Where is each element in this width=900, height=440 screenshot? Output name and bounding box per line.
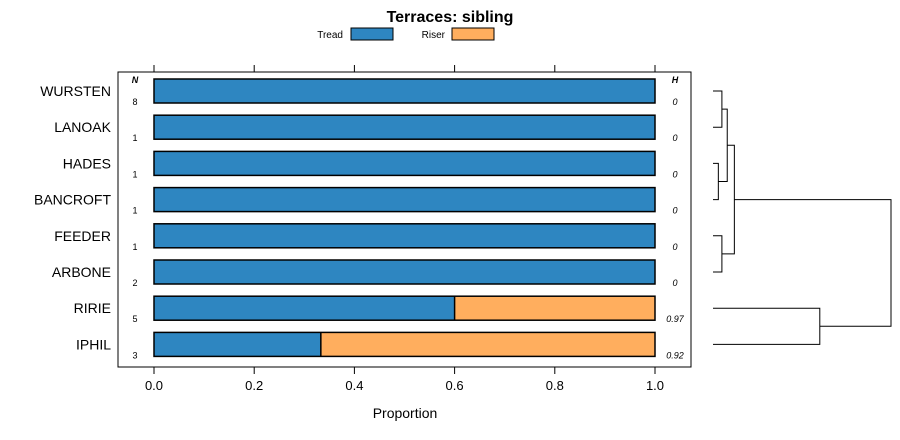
bar-outline: [153, 295, 656, 321]
n-value: 1: [132, 206, 137, 216]
category-label-bancroft: BANCROFT: [34, 192, 111, 208]
dendrogram-link: [713, 307, 821, 345]
n-value: 2: [132, 278, 137, 288]
bar-outline: [153, 78, 656, 104]
bar-riser-iphil: [320, 332, 655, 357]
category-label-hades: HADES: [63, 155, 111, 171]
category-label-wursten: WURSTEN: [40, 83, 111, 99]
x-tick-label: 0.4: [345, 378, 363, 393]
bar-outline: [153, 331, 656, 358]
h-value: 0: [672, 206, 677, 216]
chart-title: Terraces: sibling: [387, 9, 514, 26]
x-tick-label: 0.6: [446, 378, 464, 393]
n-value: 8: [132, 97, 137, 107]
x-tick-label: 0.0: [145, 378, 163, 393]
bar-outline: [153, 150, 656, 177]
bar-tread-bancroft: [154, 187, 655, 212]
h-value: 0.97: [666, 314, 685, 324]
bar-outline: [153, 223, 656, 249]
bar-tread-ririe: [154, 296, 455, 321]
bar-tread-feeder: [154, 223, 655, 248]
bar-outline: [153, 186, 656, 213]
legend-swatch-tread: [350, 27, 394, 41]
bar-tread-lanoak: [154, 115, 655, 140]
category-label-ririe: RIRIE: [74, 300, 111, 316]
bar-outline: [153, 114, 656, 140]
dendrogram-link: [718, 108, 728, 182]
n-value: 3: [132, 350, 137, 360]
h-value: 0: [672, 242, 677, 252]
dendrogram-link: [713, 235, 723, 273]
dendrogram: [713, 90, 892, 345]
legend-label-riser: Riser: [422, 30, 446, 41]
dendrogram-link: [713, 90, 723, 128]
h-value: 0.92: [666, 350, 684, 360]
x-axis-label: Proportion: [373, 405, 438, 421]
x-axis: 0.0 0.2 0.4 0.6 0.8 1.0: [145, 65, 664, 393]
n-value: 1: [132, 169, 137, 179]
bar-tread-wursten: [154, 79, 655, 103]
h-value: 0: [672, 133, 677, 143]
category-labels: WURSTEN 8 0 LANOAK 1 0 HADES 1 0 BANCROFT 1 0 FEEDER…: [34, 83, 685, 360]
bar-outline: [153, 259, 656, 285]
x-tick-label: 1.0: [646, 378, 664, 393]
x-tick-label: 0.2: [245, 378, 263, 393]
bar-tread-hades: [154, 151, 655, 176]
bars-group: [153, 78, 656, 358]
bar-riser-ririe: [454, 296, 655, 321]
x-tick-label: 0.8: [546, 378, 564, 393]
category-label-lanoak: LANOAK: [54, 119, 111, 135]
legend-label-tread: Tread: [317, 30, 343, 41]
h-value: 0: [672, 97, 677, 107]
legend-swatch-riser: [451, 27, 495, 41]
bar-tread-arbone: [154, 260, 655, 284]
category-label-arbone: ARBONE: [52, 264, 111, 280]
category-label-feeder: FEEDER: [54, 228, 111, 244]
legend: Tread Riser: [317, 27, 495, 41]
h-value: 0: [672, 278, 677, 288]
dendrogram-link: [734, 199, 892, 327]
bar-tread-iphil: [154, 332, 321, 357]
plot-frame: [117, 71, 692, 368]
category-label-iphil: IPHIL: [76, 336, 111, 352]
dendrogram-link: [713, 162, 719, 201]
n-value: 1: [132, 242, 137, 252]
n-value: 1: [132, 133, 137, 143]
h-value: 0: [672, 169, 677, 179]
h-header: H: [672, 75, 679, 85]
n-value: 5: [132, 314, 137, 324]
dendrogram-link: [721, 144, 735, 255]
n-header: N: [132, 75, 139, 85]
